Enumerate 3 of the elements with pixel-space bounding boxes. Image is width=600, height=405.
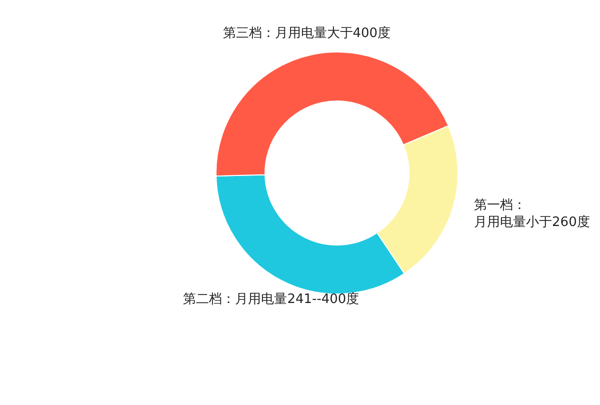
slice-label: 第一档：月用电量小于260度 [474,196,590,231]
slice-label: 第三档：月用电量大于400度 [222,24,391,42]
slice-label: 第二档：月用电量241--400度 [183,291,360,308]
